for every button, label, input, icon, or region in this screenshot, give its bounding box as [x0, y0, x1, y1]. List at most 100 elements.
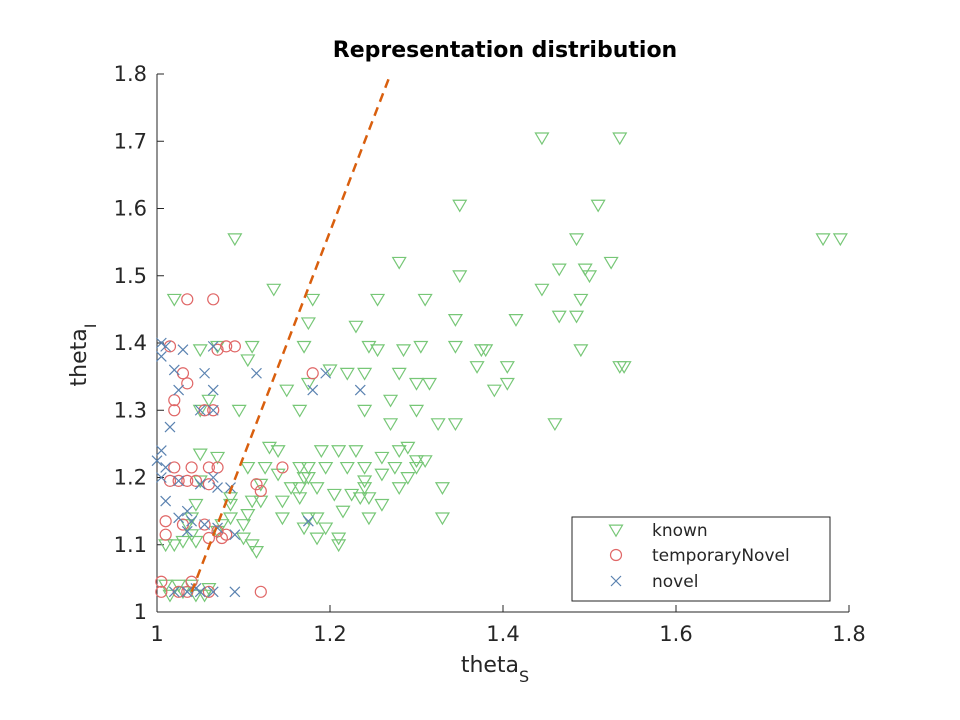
known-point	[192, 448, 208, 462]
known-point	[400, 472, 416, 485]
known-point	[573, 344, 589, 358]
known-point	[408, 404, 425, 418]
temporary-novel-point	[198, 518, 211, 531]
known-point	[413, 340, 429, 354]
novel-point	[194, 478, 206, 490]
known-point	[374, 498, 390, 512]
known-point	[322, 364, 338, 378]
temporary-novel-point	[168, 461, 181, 474]
known-point	[244, 495, 260, 509]
known-point	[201, 394, 217, 408]
y-tick-label: 1	[134, 600, 147, 624]
known-point	[612, 361, 628, 374]
legend-marker-temporary-novel	[609, 548, 623, 562]
known-point	[235, 532, 252, 546]
temporary-novel-point	[181, 474, 194, 487]
y-tick-label: 1.2	[114, 466, 147, 490]
known-point	[318, 461, 334, 475]
known-point	[188, 535, 204, 549]
legend-marker-known	[608, 524, 624, 538]
novel-point	[160, 340, 172, 352]
known-point	[408, 461, 425, 475]
known-point	[300, 472, 316, 485]
novel-point	[181, 525, 193, 537]
x-tick-label: 1.4	[486, 622, 519, 646]
known-point	[274, 495, 290, 509]
known-point	[421, 377, 438, 391]
temporary-novel-point	[220, 528, 233, 541]
boundary-line	[190, 73, 392, 593]
plot-area: 1 1.2 1.4 1.6 1.8 1 1.1 1.2 1.3 1.4 1.5 1.6 1.7 1.8	[114, 62, 866, 646]
temporary-novel-point	[181, 293, 194, 306]
known-point	[374, 451, 390, 465]
temporary-novel-point	[202, 585, 215, 598]
known-point	[253, 478, 269, 492]
known-point	[162, 589, 178, 603]
temporary-novel-point	[198, 404, 211, 417]
temporary-novel-point	[168, 394, 181, 407]
novel-point	[151, 455, 163, 467]
novel-point	[302, 515, 314, 527]
known-point	[447, 340, 463, 354]
known-point	[188, 498, 204, 512]
known-point	[434, 482, 450, 495]
known-point	[370, 293, 386, 307]
known-point	[581, 270, 598, 284]
temporary-novel-point	[250, 478, 263, 491]
known-point	[266, 283, 282, 297]
known-point	[616, 361, 632, 374]
known-point	[309, 532, 325, 546]
known-point	[192, 344, 208, 358]
known-point	[590, 199, 606, 213]
known-point	[357, 461, 373, 475]
temporary-novel-point	[254, 484, 267, 498]
y-axis-label-base: theta	[67, 328, 92, 386]
x-ticks: 1 1.2 1.4 1.6 1.8	[150, 605, 866, 646]
known-point	[408, 455, 425, 469]
known-point	[158, 579, 174, 593]
novel-point	[155, 337, 167, 349]
temporary-novel-point	[211, 343, 224, 356]
novel-point	[173, 384, 185, 396]
known-point	[244, 340, 260, 354]
known-point	[300, 377, 316, 391]
legend-item-novel: novel	[610, 572, 698, 592]
legend-marker-novel-shape	[610, 575, 622, 587]
known-point	[326, 488, 342, 502]
chart-title: Representation distribution	[333, 38, 677, 63]
y-tick-label: 1.1	[114, 533, 147, 557]
legend-label-temporary-novel: temporaryNovel	[652, 546, 790, 566]
y-axis-label: thetaI	[67, 324, 100, 387]
y-tick-label: 1.7	[114, 129, 147, 153]
known-point	[210, 451, 226, 465]
temporary-novel-point	[228, 340, 241, 353]
known-point	[166, 539, 182, 553]
known-point	[832, 233, 848, 247]
known-point	[568, 233, 585, 247]
temporary-novel-point	[207, 404, 220, 417]
temporary-novel-point	[159, 515, 172, 528]
known-point	[305, 293, 321, 307]
known-point	[283, 482, 299, 495]
known-point	[331, 445, 347, 458]
known-point	[274, 512, 290, 526]
known-point	[568, 310, 585, 324]
known-point	[361, 340, 377, 354]
temporary-novel-point	[276, 461, 289, 474]
novel-point	[155, 472, 167, 483]
novel-point	[155, 351, 167, 362]
known-point	[309, 482, 325, 495]
temporary-novel-point	[202, 461, 215, 474]
known-point	[417, 455, 433, 469]
known-point	[335, 505, 351, 519]
novel-point	[229, 529, 241, 541]
known-point	[296, 340, 312, 354]
novel-point	[168, 364, 180, 376]
novel-point	[207, 384, 219, 396]
known-point	[391, 367, 407, 381]
novel-point	[173, 512, 185, 524]
temporary-novel-point	[159, 528, 172, 541]
y-ticks: 1 1.1 1.2 1.3 1.4 1.5 1.6 1.7 1.8	[114, 62, 164, 624]
known-point	[188, 589, 204, 603]
known-point	[612, 132, 628, 146]
